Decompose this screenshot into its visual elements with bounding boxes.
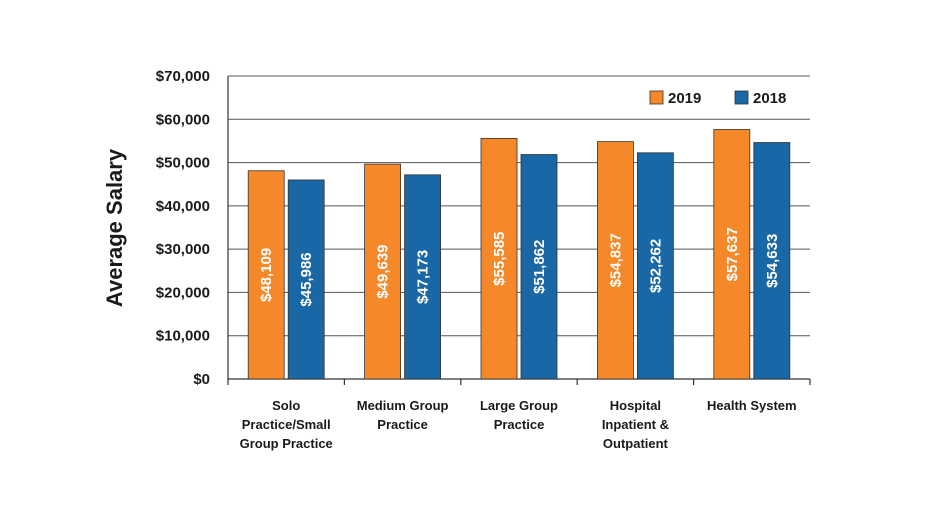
bar-value-label: $57,637 (724, 227, 741, 281)
bar-2019-1 (364, 163, 402, 380)
legend-label-2019: 2019 (668, 90, 701, 107)
y-tick-label: $10,000 (156, 328, 210, 345)
bar-2019-2 (480, 137, 518, 380)
y-tick-label: $50,000 (156, 155, 210, 172)
x-category-label: Solo Practice/Small Group Practice (240, 398, 333, 451)
x-category-label-line: Large Group (480, 398, 558, 413)
bar-value-label: $54,633 (764, 234, 781, 288)
y-tick-label: $20,000 (156, 284, 210, 301)
legend-swatch-2018 (734, 90, 749, 105)
x-axis-categories: Solo Practice/Small Group Practice Medium G… (240, 398, 797, 451)
legend-label-2018: 2018 (753, 90, 786, 107)
x-category-label-line: Practice/Small (242, 417, 331, 432)
x-category-label: Hospital Inpatient & Outpatient (602, 398, 669, 451)
bar-2018-2 (520, 154, 558, 380)
bar-2019-4 (713, 129, 751, 380)
x-category-label-line: Hospital (610, 398, 661, 413)
bars: $48,109 $45,986 $49,639 $47,173 $55,585 $51,8… (247, 129, 791, 380)
gridlines (227, 75, 811, 385)
y-tick-label: $60,000 (156, 111, 210, 128)
bar-2018-1 (404, 174, 442, 380)
y-tick-label: $0 (193, 371, 210, 388)
x-category-label: Large Group Practice (480, 398, 558, 432)
x-category-label-line: Inpatient & (602, 417, 669, 432)
y-axis-title: Average Salary (102, 148, 127, 307)
bar-2018-4 (753, 142, 791, 380)
bar-value-label: $49,639 (375, 244, 392, 298)
bar-value-label: $52,262 (647, 239, 664, 293)
y-tick-label: $30,000 (156, 241, 210, 258)
x-category-label-line: Practice (494, 417, 545, 432)
bar-value-label: $51,862 (531, 240, 548, 294)
bar-2018-3 (637, 152, 674, 380)
bar-2018-0 (287, 179, 325, 380)
bar-value-label: $54,837 (607, 233, 624, 287)
bar-2019-3 (597, 141, 634, 380)
legend: 2019 2018 (649, 90, 786, 107)
x-category-label: Medium Group Practice (357, 398, 449, 432)
x-category-label-line: Practice (377, 417, 428, 432)
bar-value-label: $55,585 (491, 232, 508, 286)
x-category-label-line: Group Practice (240, 436, 333, 451)
bar-value-label: $45,986 (298, 252, 315, 306)
bar-2019-0 (247, 170, 285, 380)
y-tick-label: $70,000 (156, 68, 210, 85)
y-tick-label: $40,000 (156, 198, 210, 215)
x-category-label-line: Outpatient (603, 436, 669, 451)
bar-value-label: $48,109 (258, 248, 275, 302)
x-category-label-line: Health System (707, 398, 797, 413)
x-category-label-line: Medium Group (357, 398, 449, 413)
legend-swatch-2019 (649, 90, 664, 105)
x-category-label-line: Solo (272, 398, 300, 413)
bar-value-label: $47,173 (415, 250, 432, 304)
y-axis-ticks: $0 $10,000 $20,000 $30,000 $40,000 $50,000 $60… (156, 68, 210, 388)
x-category-label: Health System (707, 398, 797, 413)
